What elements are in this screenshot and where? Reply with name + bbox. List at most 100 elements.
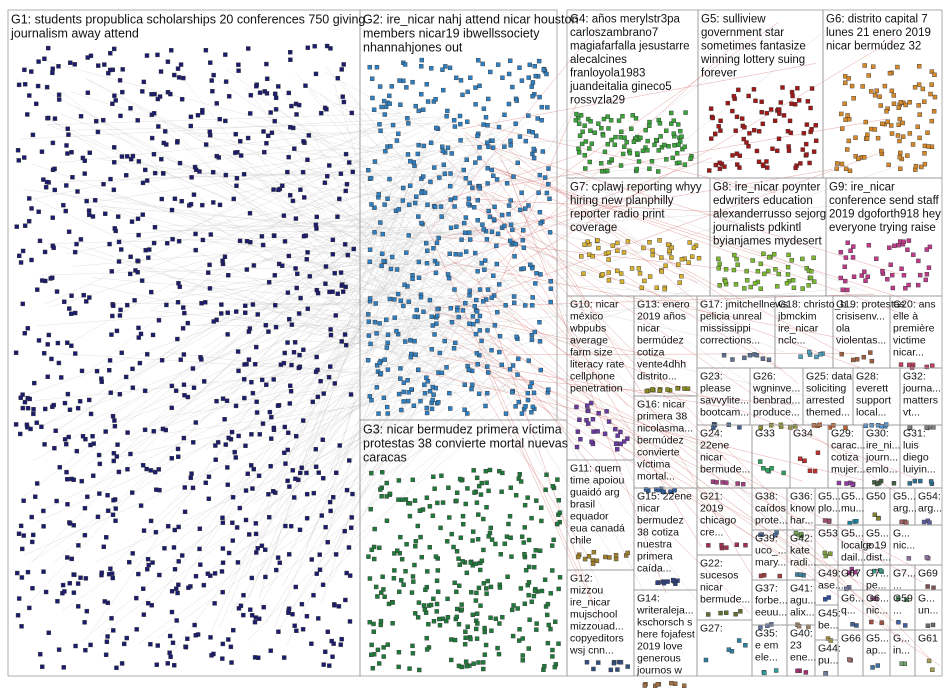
group-label: franloyola1983 [570,68,645,80]
node [444,365,449,370]
group-label: G12: [570,573,593,585]
edge [196,273,514,327]
node [431,618,437,624]
node [435,500,440,506]
node [762,271,767,277]
node [514,98,519,103]
node [925,130,930,135]
node [517,65,522,70]
node [110,575,116,581]
node [416,259,422,265]
node [766,255,772,260]
node [298,295,303,301]
node [477,186,482,191]
node [887,245,892,250]
node [813,138,819,143]
node [463,629,468,634]
node [489,537,495,542]
node [287,552,292,557]
group-label: ase... [818,580,844,592]
node [807,349,812,355]
node [806,283,811,288]
node [454,224,459,229]
node [523,567,529,573]
node [481,660,486,665]
edge [223,367,421,494]
node [263,574,268,580]
group-label: G50 [866,491,886,503]
node [341,62,346,67]
node [842,264,847,270]
node [111,498,116,503]
node [305,157,310,163]
node [785,264,791,270]
node [888,123,894,128]
node [18,395,23,400]
node [927,520,932,526]
node [494,261,500,267]
node [367,296,373,301]
node [249,379,254,385]
node [486,488,491,494]
node [405,152,411,157]
node [124,154,130,159]
node [489,347,494,353]
node [517,134,523,139]
node [596,121,601,126]
node [760,121,766,127]
node [633,116,639,121]
node [477,328,483,333]
group-label: G31: [903,428,926,440]
node [52,166,57,172]
node [452,124,458,129]
edges [19,20,941,667]
group-label: primera [637,551,673,563]
node [145,352,150,357]
node [172,196,178,201]
node [164,241,170,246]
group-label: bermúdez [637,435,684,447]
node [822,550,828,556]
node [41,524,46,529]
node [519,534,525,539]
node [452,637,458,643]
group-label: 2019 años [637,311,686,323]
node [164,302,169,308]
node [497,333,503,339]
group-label: be... [818,620,838,632]
node [877,568,883,573]
group-label: 2019 [700,503,724,515]
node [836,480,842,486]
node [367,64,372,70]
node [440,148,446,154]
node [533,548,538,553]
node [381,587,386,592]
node [62,589,67,594]
node [82,620,87,625]
node [410,643,415,649]
node [150,332,156,338]
node [522,502,528,508]
node [228,644,234,650]
node [642,683,648,688]
node [111,145,117,150]
node [256,473,262,478]
node [771,251,777,257]
node [789,258,795,263]
node [186,585,191,590]
node [533,133,539,139]
edge [464,132,743,309]
node [407,183,413,188]
node [661,142,667,148]
node [264,76,270,82]
edge [88,139,504,204]
node [533,73,538,79]
node [717,160,722,166]
node [482,629,487,635]
node [647,166,652,171]
node [424,635,429,641]
node [273,324,279,330]
node [112,226,117,231]
node [601,116,607,122]
node [807,160,812,166]
